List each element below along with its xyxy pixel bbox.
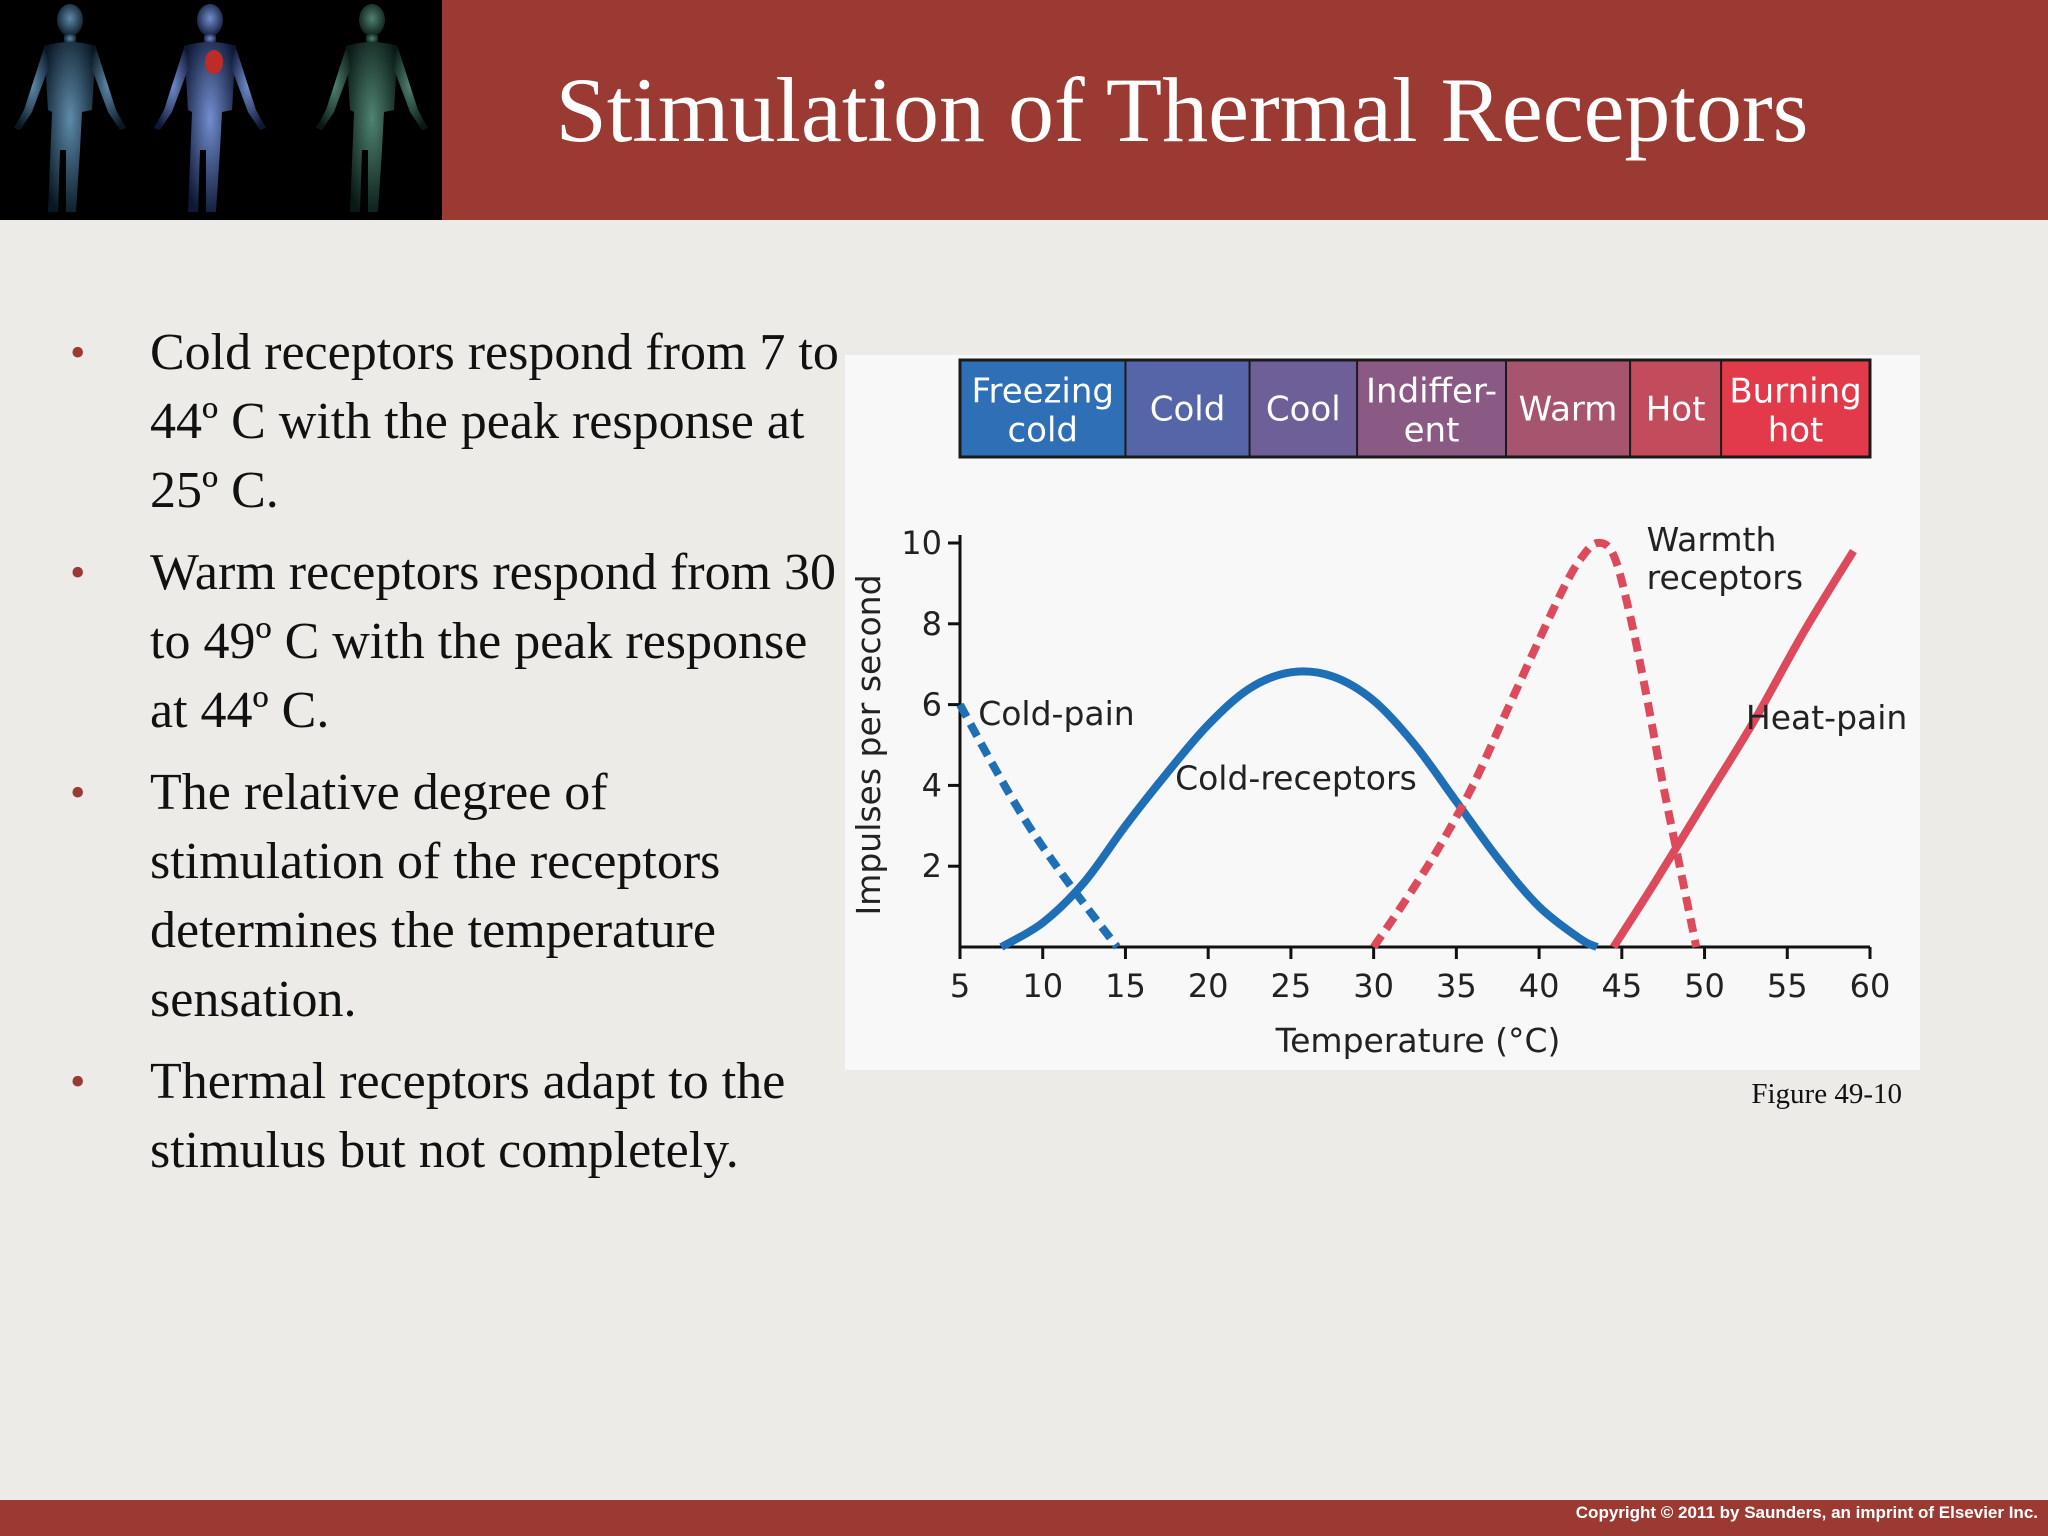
x-tick-label: 5	[950, 967, 970, 1005]
bullet-item: • The relative degree of stimulation of t…	[70, 758, 850, 1034]
band-label: Freezing cold	[971, 372, 1114, 451]
anatomy-image	[0, 0, 442, 220]
bullet-list: • Cold receptors respond from 7 to 44º C …	[70, 318, 850, 1198]
x-tick-label: 60	[1850, 967, 1891, 1005]
y-tick-label: 8	[922, 605, 942, 643]
band-label: Cool	[1266, 390, 1341, 430]
chart-svg: Freezing cold Cold Cool Indiffer-ent Warm Hot B…	[849, 358, 1907, 1060]
sensation-band	[1125, 360, 1250, 457]
slide-header: Stimulation of Thermal Receptors	[0, 0, 2048, 220]
x-tick-label: 55	[1767, 967, 1808, 1005]
x-tick-label: 45	[1601, 967, 1642, 1005]
y-tick-label: 6	[922, 686, 942, 724]
bullet-marker: •	[70, 1057, 86, 1106]
bullet-item: • Cold receptors respond from 7 to 44º C …	[70, 318, 850, 525]
y-tick-label: 4	[922, 766, 942, 804]
bullet-item: • Warm receptors respond from 30 to 49º C…	[70, 538, 850, 745]
thermal-receptor-chart: Freezing cold Cold Cool Indiffer-ent Warm Hot B…	[845, 355, 1920, 1070]
band-label: Indiffer-ent	[1366, 372, 1497, 451]
curve-label: Warmth receptors	[1647, 520, 1803, 597]
x-tick-label: 25	[1271, 967, 1312, 1005]
band-label: Hot	[1646, 390, 1706, 430]
y-tick-label: 10	[901, 524, 942, 562]
x-tick-label: 35	[1436, 967, 1477, 1005]
series-line-heat-pain	[1610, 548, 1857, 950]
bullet-marker: •	[70, 548, 86, 597]
curve-label: Cold-pain	[978, 694, 1135, 733]
x-tick-label: 15	[1105, 967, 1146, 1005]
series-line-cold-receptors	[999, 667, 1599, 951]
sensation-band	[1357, 360, 1506, 457]
y-tick-label: 2	[922, 847, 942, 885]
x-tick-label: 10	[1022, 967, 1063, 1005]
bullet-text: Cold receptors respond from 7 to 44º C w…	[150, 324, 839, 519]
sensation-band	[1630, 360, 1722, 457]
band-label: Burning hot	[1729, 372, 1861, 451]
x-tick-label: 50	[1684, 967, 1725, 1005]
sensation-band	[1721, 360, 1870, 457]
figure-caption: Figure 49-10	[1751, 1078, 1902, 1110]
x-tick-label: 20	[1188, 967, 1229, 1005]
band-label: Cold	[1150, 390, 1226, 430]
copyright-text: Copyright © 2011 by Saunders, an imprint…	[1575, 1503, 2038, 1522]
slide-footer: Copyright © 2011 by Saunders, an imprint…	[0, 1500, 2048, 1536]
bullet-text: Warm receptors respond from 30 to 49º C …	[150, 544, 837, 739]
bullet-marker: •	[70, 768, 86, 817]
series-line-warmth-receptors	[1370, 538, 1701, 950]
curve-label: Cold-receptors	[1175, 758, 1417, 797]
band-label: Warm	[1519, 390, 1618, 430]
slide-title: Stimulation of Thermal Receptors	[555, 59, 1809, 161]
sensation-band	[1249, 360, 1358, 457]
sensation-band	[960, 360, 1126, 457]
human-anatomy-icon	[14, 4, 428, 212]
curve-label: Heat-pain	[1746, 698, 1907, 737]
x-tick-label: 30	[1353, 967, 1394, 1005]
bullet-text: The relative degree of stimulation of th…	[150, 764, 721, 1028]
band-border	[958, 358, 1872, 459]
y-axis-label: Impulses per second	[849, 574, 888, 915]
x-axis-label: Temperature (°C)	[1275, 1021, 1561, 1060]
x-tick-label: 40	[1519, 967, 1560, 1005]
sensation-band	[1506, 360, 1631, 457]
series-line-cold-pain	[956, 702, 1121, 950]
bullet-item: • Thermal receptors adapt to the stimulus…	[70, 1047, 850, 1185]
bullet-text: Thermal receptors adapt to the stimulus …	[150, 1053, 786, 1179]
bullet-marker: •	[70, 328, 86, 377]
